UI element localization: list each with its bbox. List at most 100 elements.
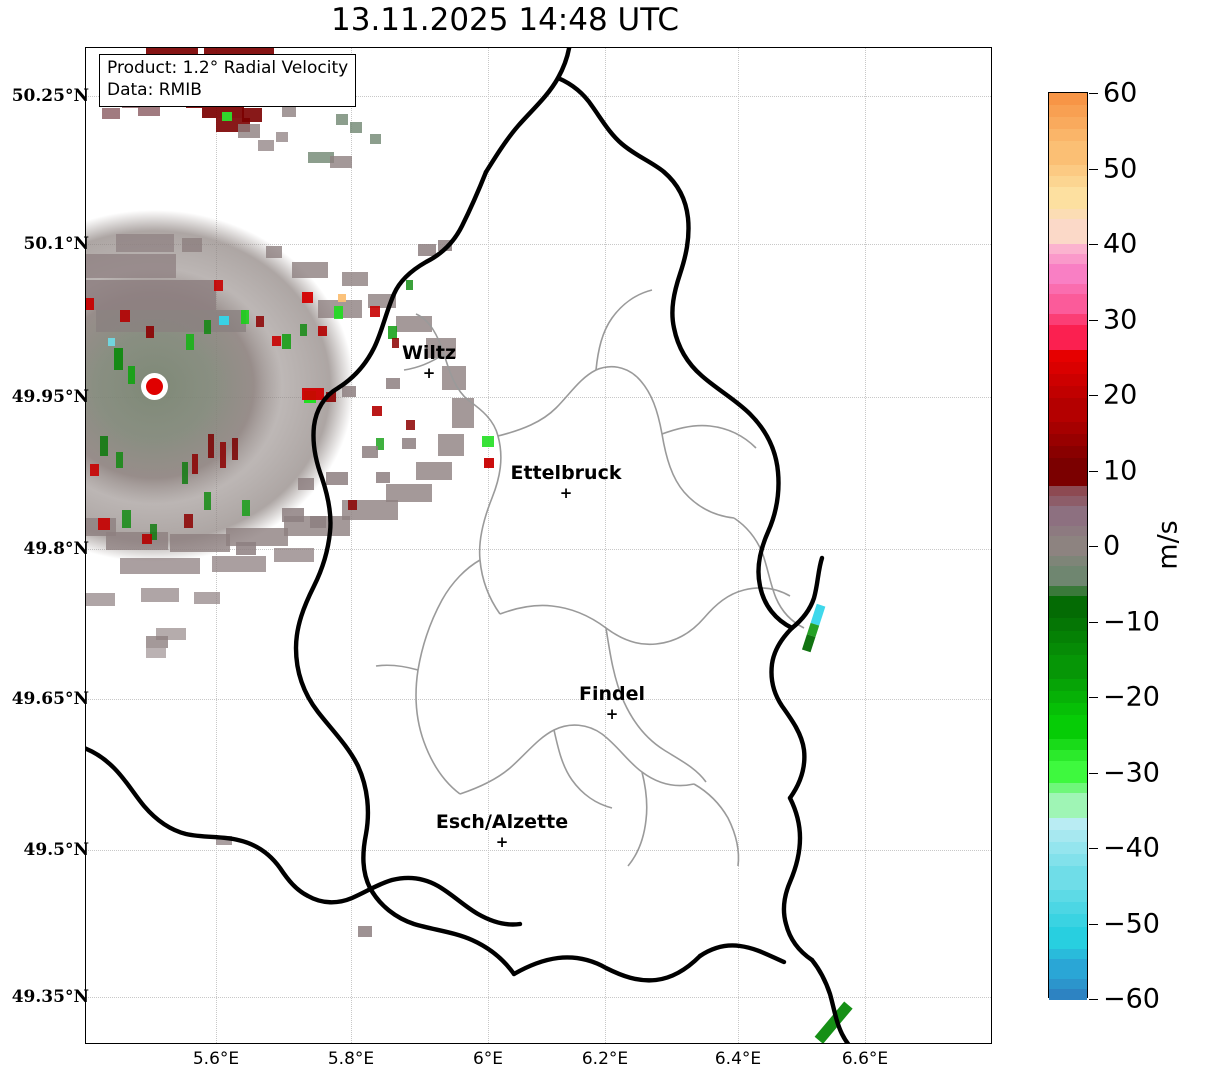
colorbar-tick-label: −60 bbox=[1103, 983, 1160, 1015]
ytick-label: 49.8°N bbox=[23, 539, 89, 559]
colorbar-segment bbox=[1049, 938, 1087, 950]
colorbar-segment bbox=[1049, 642, 1087, 656]
colorbar-segment bbox=[1049, 505, 1087, 517]
colorbar-tick bbox=[1089, 697, 1098, 698]
colorbar-segment bbox=[1049, 948, 1087, 960]
colorbar-tick bbox=[1089, 395, 1098, 396]
colorbar-segment bbox=[1049, 878, 1087, 891]
colorbar-segment bbox=[1049, 958, 1087, 970]
info-data-line: Data: RMIB bbox=[107, 79, 202, 100]
colorbar-segment bbox=[1049, 434, 1087, 448]
ytick-label: 49.35°N bbox=[11, 987, 89, 1007]
gridline-vertical bbox=[738, 48, 739, 1043]
colorbar-segment bbox=[1049, 458, 1087, 472]
colorbar-segment bbox=[1049, 304, 1087, 316]
colorbar-tick bbox=[1089, 923, 1098, 925]
colorbar-segment bbox=[1049, 606, 1087, 620]
colorbar-segment bbox=[1049, 738, 1087, 751]
colorbar-tick-label: −50 bbox=[1103, 908, 1160, 939]
colorbar-segment bbox=[1049, 690, 1087, 704]
xtick-label: 6.4°E bbox=[714, 1049, 762, 1069]
colorbar-segment bbox=[1049, 208, 1087, 220]
city-marker: + bbox=[422, 364, 436, 382]
colorbar-segment bbox=[1049, 914, 1087, 928]
gridline-horizontal bbox=[86, 699, 991, 700]
colorbar-tick bbox=[1089, 621, 1098, 623]
colorbar-tick bbox=[1089, 168, 1098, 170]
city-label-esch-alzette: Esch/Alzette + bbox=[435, 811, 569, 851]
colorbar-tick bbox=[1089, 999, 1098, 1000]
colorbar-segment bbox=[1049, 244, 1087, 255]
colorbar-segment bbox=[1049, 398, 1087, 411]
city-marker: + bbox=[559, 484, 573, 502]
city-marker: + bbox=[495, 833, 509, 851]
xtick-label: 6.2°E bbox=[581, 1049, 629, 1069]
city-label-findel: Findel + bbox=[578, 683, 646, 723]
ytick-label: 49.5°N bbox=[23, 840, 89, 860]
colorbar-segment bbox=[1049, 314, 1087, 326]
colorbar-segment bbox=[1049, 968, 1087, 980]
colorbar-segment bbox=[1049, 324, 1087, 336]
page-title: 13.11.2025 14:48 UTC bbox=[331, 2, 679, 38]
colorbar: 60 50 40 30 20 10 0 −10 −20 −30 −40 −50 −60 bbox=[1048, 78, 1160, 1015]
colorbar-segment bbox=[1049, 485, 1087, 497]
country-borders bbox=[86, 48, 851, 1043]
colorbar-tick-label: −40 bbox=[1103, 832, 1160, 864]
ytick-label: 49.65°N bbox=[11, 689, 89, 709]
colorbar-segment bbox=[1049, 153, 1087, 166]
radar-velocity-layer bbox=[86, 48, 853, 1043]
colorbar-segment bbox=[1049, 654, 1087, 668]
colorbar-segment bbox=[1049, 666, 1087, 680]
colorbar-segment bbox=[1049, 727, 1087, 740]
colorbar-axis-label: m/s bbox=[1152, 520, 1184, 570]
colorbar-tick-label: 0 bbox=[1103, 530, 1121, 562]
colorbar-segment bbox=[1049, 618, 1087, 632]
colorbar-segment bbox=[1049, 264, 1087, 275]
colorbar-segment bbox=[1049, 678, 1087, 692]
colorbar-tick bbox=[1089, 319, 1098, 321]
colorbar-segment bbox=[1049, 164, 1087, 177]
colorbar-segment bbox=[1049, 596, 1087, 608]
colorbar-tick-label: 10 bbox=[1103, 455, 1138, 486]
ytick-label: 49.95°N bbox=[11, 387, 89, 407]
colorbar-segment bbox=[1049, 566, 1087, 577]
colorbar-tick bbox=[1089, 93, 1098, 94]
colorbar-segment bbox=[1049, 470, 1087, 487]
colorbar-segment bbox=[1049, 715, 1087, 728]
colorbar-segment bbox=[1049, 446, 1087, 460]
colorbar-segment bbox=[1049, 926, 1087, 940]
colorbar-tick bbox=[1089, 244, 1098, 245]
colorbar-tick bbox=[1089, 848, 1098, 849]
xtick-label: 6.6°E bbox=[841, 1049, 889, 1069]
colorbar-segment bbox=[1049, 772, 1087, 784]
colorbar-tick bbox=[1089, 470, 1098, 472]
colorbar-segment bbox=[1049, 93, 1087, 106]
colorbar-segment bbox=[1049, 228, 1087, 245]
gridline-vertical bbox=[351, 48, 352, 1043]
colorbar-segment bbox=[1049, 105, 1087, 118]
gridline-horizontal bbox=[86, 96, 991, 97]
colorbar-segment bbox=[1049, 535, 1087, 547]
xtick-label: 5.8°E bbox=[327, 1049, 375, 1069]
colorbar-segment bbox=[1049, 410, 1087, 423]
radar-map-panel[interactable]: Wiltz + Ettelbruck + Findel + Esch/Alzet… bbox=[85, 47, 992, 1044]
colorbar-tick-label: 20 bbox=[1103, 379, 1138, 411]
colorbar-segment bbox=[1049, 373, 1087, 387]
colorbar-tick bbox=[1089, 772, 1098, 774]
map-canvas: Wiltz + Ettelbruck + Findel + Esch/Alzet… bbox=[86, 48, 991, 1043]
gridline-vertical bbox=[865, 48, 866, 1043]
colorbar-segment bbox=[1049, 284, 1087, 296]
colorbar-tick-label: 30 bbox=[1103, 304, 1138, 335]
gridline-horizontal bbox=[86, 850, 991, 851]
ytick-label: 50.1°N bbox=[23, 234, 89, 254]
colorbar-segment bbox=[1049, 841, 1087, 855]
colorbar-segment bbox=[1049, 902, 1087, 916]
colorbar-segment bbox=[1049, 294, 1087, 306]
colorbar-segment bbox=[1049, 576, 1087, 587]
colorbar-segment bbox=[1049, 422, 1087, 435]
colorbar-segment bbox=[1049, 361, 1087, 375]
colorbar-segment bbox=[1049, 218, 1087, 230]
colorbar-segment bbox=[1049, 890, 1087, 904]
gridline-vertical bbox=[605, 48, 606, 1043]
colorbar-segment bbox=[1049, 525, 1087, 537]
